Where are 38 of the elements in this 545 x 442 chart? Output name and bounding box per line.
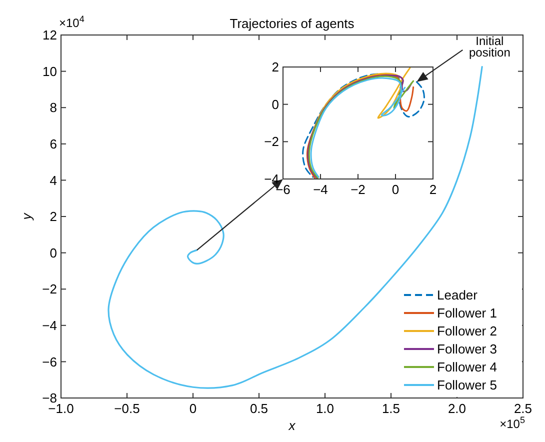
y-tick-label: −4 <box>264 172 279 187</box>
text: ×10$^{5}$ <box>500 415 525 431</box>
x-axis-title: x <box>288 418 296 433</box>
annotation: Initial position <box>469 34 510 60</box>
x-tick-label: 0 <box>392 182 400 197</box>
legend-label: Follower 1 <box>437 306 497 321</box>
y-tick-label: −6 <box>42 354 57 370</box>
y-tick-label: 2 <box>50 209 57 224</box>
y-tick-label: 8 <box>50 100 57 116</box>
y-tick-label: −8 <box>42 390 57 406</box>
text: ×10$^{4}$ <box>59 14 84 30</box>
x-tick-label: 1.0 <box>316 401 334 416</box>
x-tick-label: −0.5 <box>114 401 140 416</box>
y-tick-label: 6 <box>50 136 57 152</box>
x-tick-label: 0.5 <box>250 401 268 416</box>
x-tick-label: 1.5 <box>382 401 400 416</box>
x-tick-label: 0 <box>189 401 197 416</box>
y-tick-label: −2 <box>42 282 57 297</box>
x-tick-label: 2 <box>429 182 437 197</box>
y-tick-label: 0 <box>272 96 279 112</box>
legend-label: Follower 2 <box>437 324 497 339</box>
x-tick-label: 2.5 <box>514 401 532 416</box>
y-tick-label: 12 <box>42 28 57 43</box>
chart-title: Trajectories of agents <box>230 16 355 31</box>
x-tick-label: −4 <box>313 182 328 197</box>
y-tick-label: 2 <box>272 60 279 75</box>
y-tick-label: −2 <box>264 134 279 150</box>
legend-label: Follower 5 <box>437 378 497 393</box>
legend-label: Follower 4 <box>437 360 497 375</box>
y-tick-label: 10 <box>42 64 57 79</box>
y-axis-title: y <box>19 212 34 221</box>
legend-label: Follower 3 <box>437 342 497 357</box>
x-tick-label: 2.0 <box>448 401 466 416</box>
y-tick-label: −4 <box>42 318 57 333</box>
y-tick-label: 0 <box>50 245 57 260</box>
legend-label: Leader <box>437 288 478 303</box>
y-tick-label: 4 <box>50 172 57 188</box>
x-tick-label: −2 <box>350 182 366 197</box>
